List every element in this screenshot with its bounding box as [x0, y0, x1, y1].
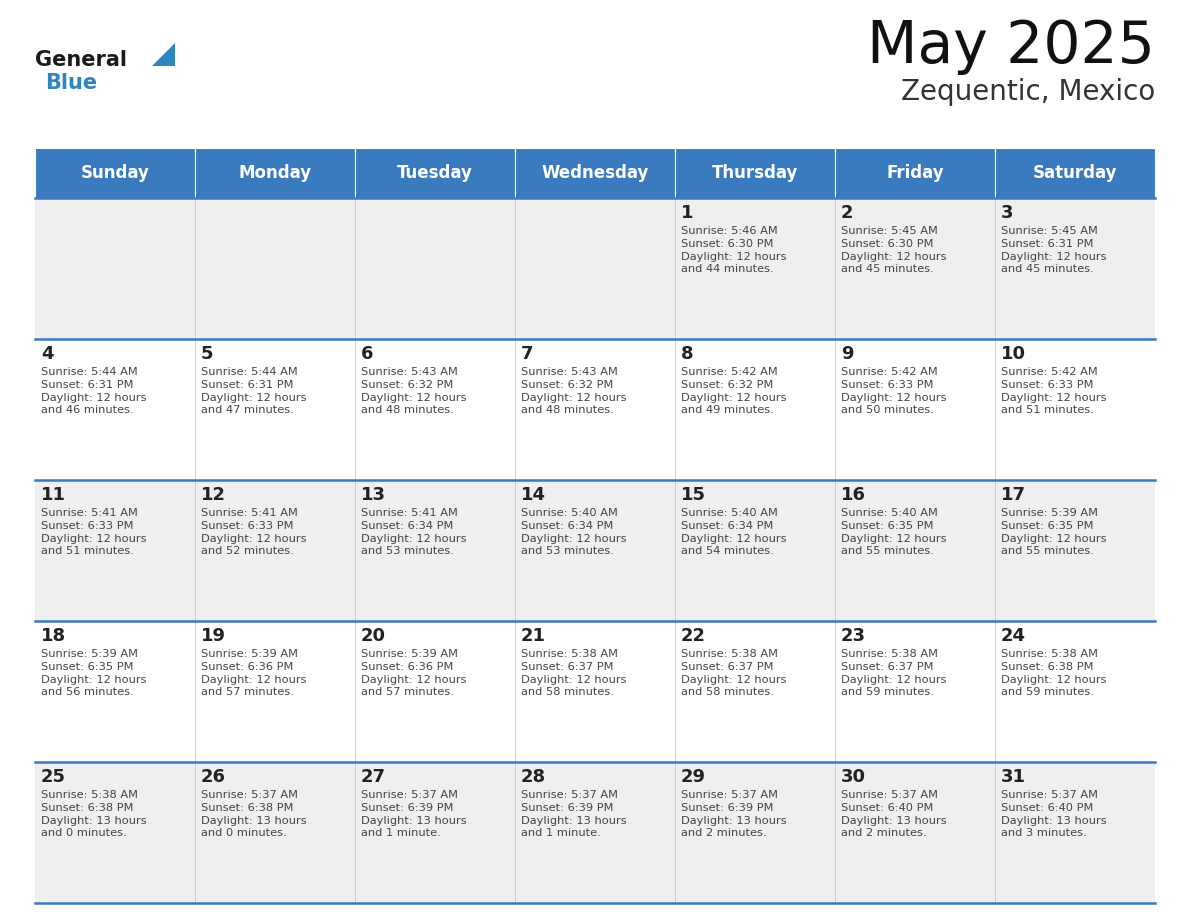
Bar: [34, 148, 195, 198]
Text: Zequentic, Mexico: Zequentic, Mexico: [901, 78, 1155, 106]
Bar: [355, 148, 516, 198]
Text: Sunrise: 5:38 AM
Sunset: 6:37 PM
Daylight: 12 hours
and 58 minutes.: Sunrise: 5:38 AM Sunset: 6:37 PM Dayligh…: [522, 649, 626, 698]
Text: Sunrise: 5:39 AM
Sunset: 6:35 PM
Daylight: 12 hours
and 56 minutes.: Sunrise: 5:39 AM Sunset: 6:35 PM Dayligh…: [42, 649, 146, 698]
Text: 2: 2: [841, 204, 853, 222]
Text: 22: 22: [681, 627, 706, 645]
Text: 15: 15: [681, 486, 706, 504]
Text: Sunrise: 5:45 AM
Sunset: 6:31 PM
Daylight: 12 hours
and 45 minutes.: Sunrise: 5:45 AM Sunset: 6:31 PM Dayligh…: [1001, 226, 1106, 274]
Bar: [195, 148, 355, 198]
Text: 10: 10: [1001, 345, 1026, 363]
Text: Sunrise: 5:42 AM
Sunset: 6:33 PM
Daylight: 12 hours
and 51 minutes.: Sunrise: 5:42 AM Sunset: 6:33 PM Dayligh…: [1001, 367, 1106, 416]
Bar: [34, 762, 1155, 903]
Text: 20: 20: [361, 627, 386, 645]
Text: Sunday: Sunday: [81, 164, 150, 182]
Text: Sunrise: 5:39 AM
Sunset: 6:35 PM
Daylight: 12 hours
and 55 minutes.: Sunrise: 5:39 AM Sunset: 6:35 PM Dayligh…: [1001, 508, 1106, 556]
Text: 16: 16: [841, 486, 866, 504]
Text: Sunrise: 5:39 AM
Sunset: 6:36 PM
Daylight: 12 hours
and 57 minutes.: Sunrise: 5:39 AM Sunset: 6:36 PM Dayligh…: [201, 649, 307, 698]
Polygon shape: [152, 43, 175, 66]
Bar: [34, 198, 1155, 339]
Text: Sunrise: 5:38 AM
Sunset: 6:37 PM
Daylight: 12 hours
and 58 minutes.: Sunrise: 5:38 AM Sunset: 6:37 PM Dayligh…: [681, 649, 786, 698]
Text: 29: 29: [681, 768, 706, 786]
Text: Sunrise: 5:37 AM
Sunset: 6:40 PM
Daylight: 13 hours
and 3 minutes.: Sunrise: 5:37 AM Sunset: 6:40 PM Dayligh…: [1001, 790, 1107, 838]
Text: Sunrise: 5:37 AM
Sunset: 6:40 PM
Daylight: 13 hours
and 2 minutes.: Sunrise: 5:37 AM Sunset: 6:40 PM Dayligh…: [841, 790, 947, 838]
Text: Sunrise: 5:37 AM
Sunset: 6:39 PM
Daylight: 13 hours
and 1 minute.: Sunrise: 5:37 AM Sunset: 6:39 PM Dayligh…: [522, 790, 626, 838]
Text: Sunrise: 5:46 AM
Sunset: 6:30 PM
Daylight: 12 hours
and 44 minutes.: Sunrise: 5:46 AM Sunset: 6:30 PM Dayligh…: [681, 226, 786, 274]
Text: 24: 24: [1001, 627, 1026, 645]
Text: Saturday: Saturday: [1032, 164, 1117, 182]
Text: Sunrise: 5:41 AM
Sunset: 6:34 PM
Daylight: 12 hours
and 53 minutes.: Sunrise: 5:41 AM Sunset: 6:34 PM Dayligh…: [361, 508, 467, 556]
Text: Sunrise: 5:43 AM
Sunset: 6:32 PM
Daylight: 12 hours
and 48 minutes.: Sunrise: 5:43 AM Sunset: 6:32 PM Dayligh…: [361, 367, 467, 416]
Text: 25: 25: [42, 768, 67, 786]
Text: 21: 21: [522, 627, 546, 645]
Text: Sunrise: 5:38 AM
Sunset: 6:37 PM
Daylight: 12 hours
and 59 minutes.: Sunrise: 5:38 AM Sunset: 6:37 PM Dayligh…: [841, 649, 947, 698]
Text: 19: 19: [201, 627, 226, 645]
Text: Wednesday: Wednesday: [542, 164, 649, 182]
Text: Monday: Monday: [239, 164, 311, 182]
Text: Sunrise: 5:40 AM
Sunset: 6:35 PM
Daylight: 12 hours
and 55 minutes.: Sunrise: 5:40 AM Sunset: 6:35 PM Dayligh…: [841, 508, 947, 556]
Text: Sunrise: 5:41 AM
Sunset: 6:33 PM
Daylight: 12 hours
and 51 minutes.: Sunrise: 5:41 AM Sunset: 6:33 PM Dayligh…: [42, 508, 146, 556]
Text: Sunrise: 5:38 AM
Sunset: 6:38 PM
Daylight: 13 hours
and 0 minutes.: Sunrise: 5:38 AM Sunset: 6:38 PM Dayligh…: [42, 790, 146, 838]
Text: 12: 12: [201, 486, 226, 504]
Text: Sunrise: 5:40 AM
Sunset: 6:34 PM
Daylight: 12 hours
and 53 minutes.: Sunrise: 5:40 AM Sunset: 6:34 PM Dayligh…: [522, 508, 626, 556]
Text: Friday: Friday: [886, 164, 943, 182]
Text: Sunrise: 5:43 AM
Sunset: 6:32 PM
Daylight: 12 hours
and 48 minutes.: Sunrise: 5:43 AM Sunset: 6:32 PM Dayligh…: [522, 367, 626, 416]
Text: 27: 27: [361, 768, 386, 786]
Text: 9: 9: [841, 345, 853, 363]
Text: 8: 8: [681, 345, 694, 363]
Text: 18: 18: [42, 627, 67, 645]
Text: 5: 5: [201, 345, 214, 363]
Bar: [675, 148, 835, 198]
Text: Sunrise: 5:44 AM
Sunset: 6:31 PM
Daylight: 12 hours
and 46 minutes.: Sunrise: 5:44 AM Sunset: 6:31 PM Dayligh…: [42, 367, 146, 416]
Text: 17: 17: [1001, 486, 1026, 504]
Text: 4: 4: [42, 345, 53, 363]
Bar: [34, 621, 1155, 762]
Text: 23: 23: [841, 627, 866, 645]
Bar: [516, 148, 675, 198]
Text: Sunrise: 5:38 AM
Sunset: 6:38 PM
Daylight: 12 hours
and 59 minutes.: Sunrise: 5:38 AM Sunset: 6:38 PM Dayligh…: [1001, 649, 1106, 698]
Text: 11: 11: [42, 486, 67, 504]
Text: 26: 26: [201, 768, 226, 786]
Text: Sunrise: 5:41 AM
Sunset: 6:33 PM
Daylight: 12 hours
and 52 minutes.: Sunrise: 5:41 AM Sunset: 6:33 PM Dayligh…: [201, 508, 307, 556]
Text: Sunrise: 5:39 AM
Sunset: 6:36 PM
Daylight: 12 hours
and 57 minutes.: Sunrise: 5:39 AM Sunset: 6:36 PM Dayligh…: [361, 649, 467, 698]
Bar: [34, 480, 1155, 621]
Text: 7: 7: [522, 345, 533, 363]
Text: 13: 13: [361, 486, 386, 504]
Text: Sunrise: 5:44 AM
Sunset: 6:31 PM
Daylight: 12 hours
and 47 minutes.: Sunrise: 5:44 AM Sunset: 6:31 PM Dayligh…: [201, 367, 307, 416]
Text: May 2025: May 2025: [867, 18, 1155, 75]
Text: 28: 28: [522, 768, 546, 786]
Text: Sunrise: 5:37 AM
Sunset: 6:39 PM
Daylight: 13 hours
and 2 minutes.: Sunrise: 5:37 AM Sunset: 6:39 PM Dayligh…: [681, 790, 786, 838]
Text: Sunrise: 5:42 AM
Sunset: 6:33 PM
Daylight: 12 hours
and 50 minutes.: Sunrise: 5:42 AM Sunset: 6:33 PM Dayligh…: [841, 367, 947, 416]
Text: Blue: Blue: [45, 73, 97, 93]
Text: 14: 14: [522, 486, 546, 504]
Text: Sunrise: 5:37 AM
Sunset: 6:39 PM
Daylight: 13 hours
and 1 minute.: Sunrise: 5:37 AM Sunset: 6:39 PM Dayligh…: [361, 790, 467, 838]
Text: Sunrise: 5:42 AM
Sunset: 6:32 PM
Daylight: 12 hours
and 49 minutes.: Sunrise: 5:42 AM Sunset: 6:32 PM Dayligh…: [681, 367, 786, 416]
Text: 31: 31: [1001, 768, 1026, 786]
Text: Tuesday: Tuesday: [397, 164, 473, 182]
Text: Sunrise: 5:40 AM
Sunset: 6:34 PM
Daylight: 12 hours
and 54 minutes.: Sunrise: 5:40 AM Sunset: 6:34 PM Dayligh…: [681, 508, 786, 556]
Text: General: General: [34, 50, 127, 70]
Text: Sunrise: 5:45 AM
Sunset: 6:30 PM
Daylight: 12 hours
and 45 minutes.: Sunrise: 5:45 AM Sunset: 6:30 PM Dayligh…: [841, 226, 947, 274]
Bar: [996, 148, 1155, 198]
Text: Sunrise: 5:37 AM
Sunset: 6:38 PM
Daylight: 13 hours
and 0 minutes.: Sunrise: 5:37 AM Sunset: 6:38 PM Dayligh…: [201, 790, 307, 838]
Text: 30: 30: [841, 768, 866, 786]
Text: Thursday: Thursday: [712, 164, 798, 182]
Text: 6: 6: [361, 345, 373, 363]
Text: 1: 1: [681, 204, 694, 222]
Bar: [34, 339, 1155, 480]
Bar: [835, 148, 996, 198]
Text: 3: 3: [1001, 204, 1013, 222]
